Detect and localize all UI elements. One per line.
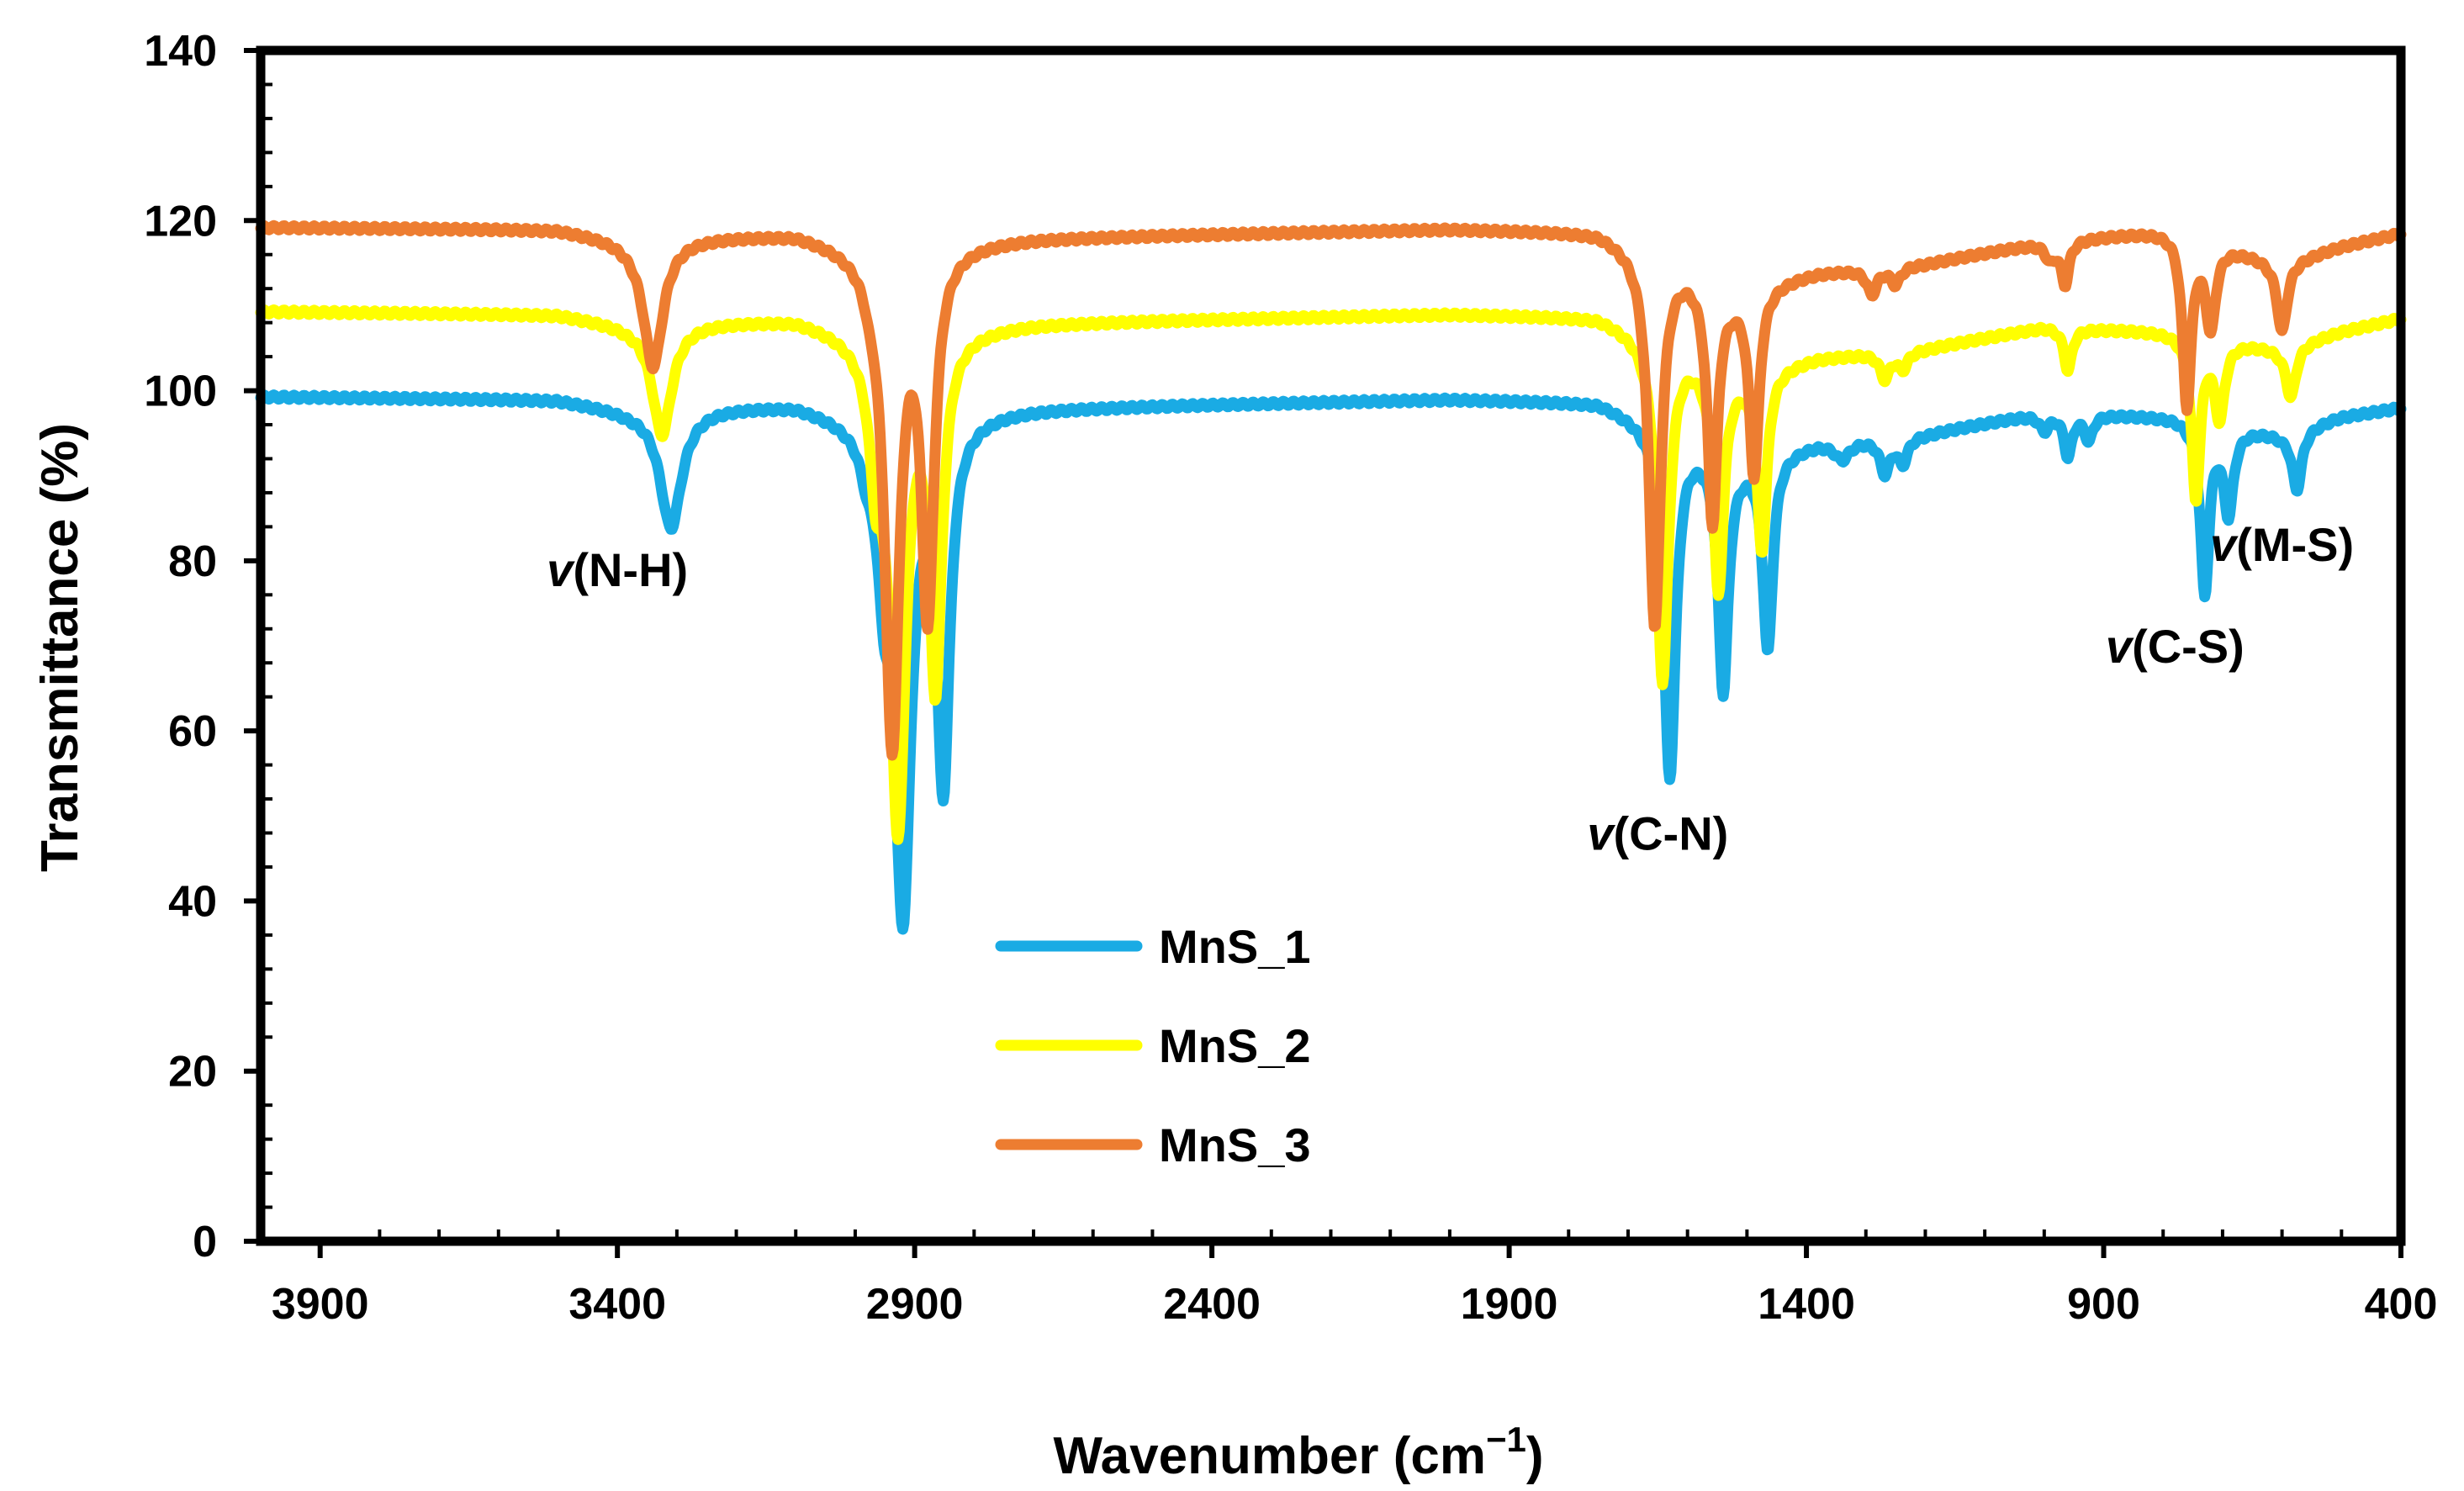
annotation-nu: v [2106, 620, 2134, 673]
y-tick-label: 0 [193, 1218, 217, 1266]
x-tick-label: 2400 [1163, 1280, 1261, 1329]
y-tick-label: 100 [144, 367, 217, 416]
x-axis-tick-labels: 3900 3400 2900 2400 1900 1400 900 400 [272, 1280, 2438, 1329]
y-axis-tick-labels: 0 20 40 60 80 100 120 140 [144, 27, 217, 1266]
annotation-label: (C-S) [2132, 620, 2245, 673]
x-axis-title-superscript: −1 [1486, 1420, 1526, 1459]
series-line-MnS_1 [255, 389, 2407, 935]
x-tick-label: 2900 [866, 1280, 964, 1329]
annotation-nu: v [547, 543, 575, 596]
legend: MnS_1 MnS_2 MnS_3 [995, 920, 1311, 1171]
legend-label: MnS_1 [1159, 920, 1311, 973]
peak-annotation: v(C-S) [2106, 620, 2245, 673]
peak-annotations: v(N-H)v(C-N)v(C-S)v(M-S) [547, 518, 2354, 860]
x-tick-label: 1900 [1461, 1280, 1558, 1329]
x-tick-label: 1400 [1758, 1280, 1855, 1329]
annotation-nu: v [1587, 807, 1615, 860]
legend-label: MnS_2 [1159, 1019, 1311, 1072]
peak-annotation: v(M-S) [2210, 518, 2354, 571]
series-line-MnS_3 [255, 219, 2407, 761]
y-tick-label: 120 [144, 197, 217, 246]
x-tick-label: 3400 [568, 1280, 666, 1329]
y-axis-title: Transmittance (%) [31, 423, 89, 872]
annotation-label: (M-S) [2236, 518, 2354, 571]
x-axis-title-main: Wavenumber (cm [1053, 1427, 1486, 1485]
annotation-nu: v [2210, 518, 2239, 571]
peak-annotation: v(N-H) [547, 543, 688, 596]
y-tick-label: 40 [168, 877, 217, 926]
x-axis-title-close: ) [1526, 1427, 1544, 1485]
y-tick-label: 20 [168, 1048, 217, 1097]
x-tick-label: 3900 [272, 1280, 369, 1329]
x-axis-title: Wavenumber (cm−1) [1053, 1420, 1543, 1485]
annotation-label: (C-N) [1613, 807, 1728, 860]
x-tick-label: 900 [2067, 1280, 2140, 1329]
series-layer [255, 219, 2407, 935]
y-tick-label: 60 [168, 707, 217, 756]
y-tick-label: 80 [168, 537, 217, 586]
series-line-MnS_2 [255, 304, 2407, 845]
legend-label: MnS_3 [1159, 1118, 1311, 1171]
x-tick-label: 400 [2365, 1280, 2438, 1329]
peak-annotation: v(C-N) [1587, 807, 1728, 860]
annotation-label: (N-H) [573, 543, 688, 596]
axis-ticks [244, 48, 2403, 1258]
y-tick-label: 140 [144, 27, 217, 76]
